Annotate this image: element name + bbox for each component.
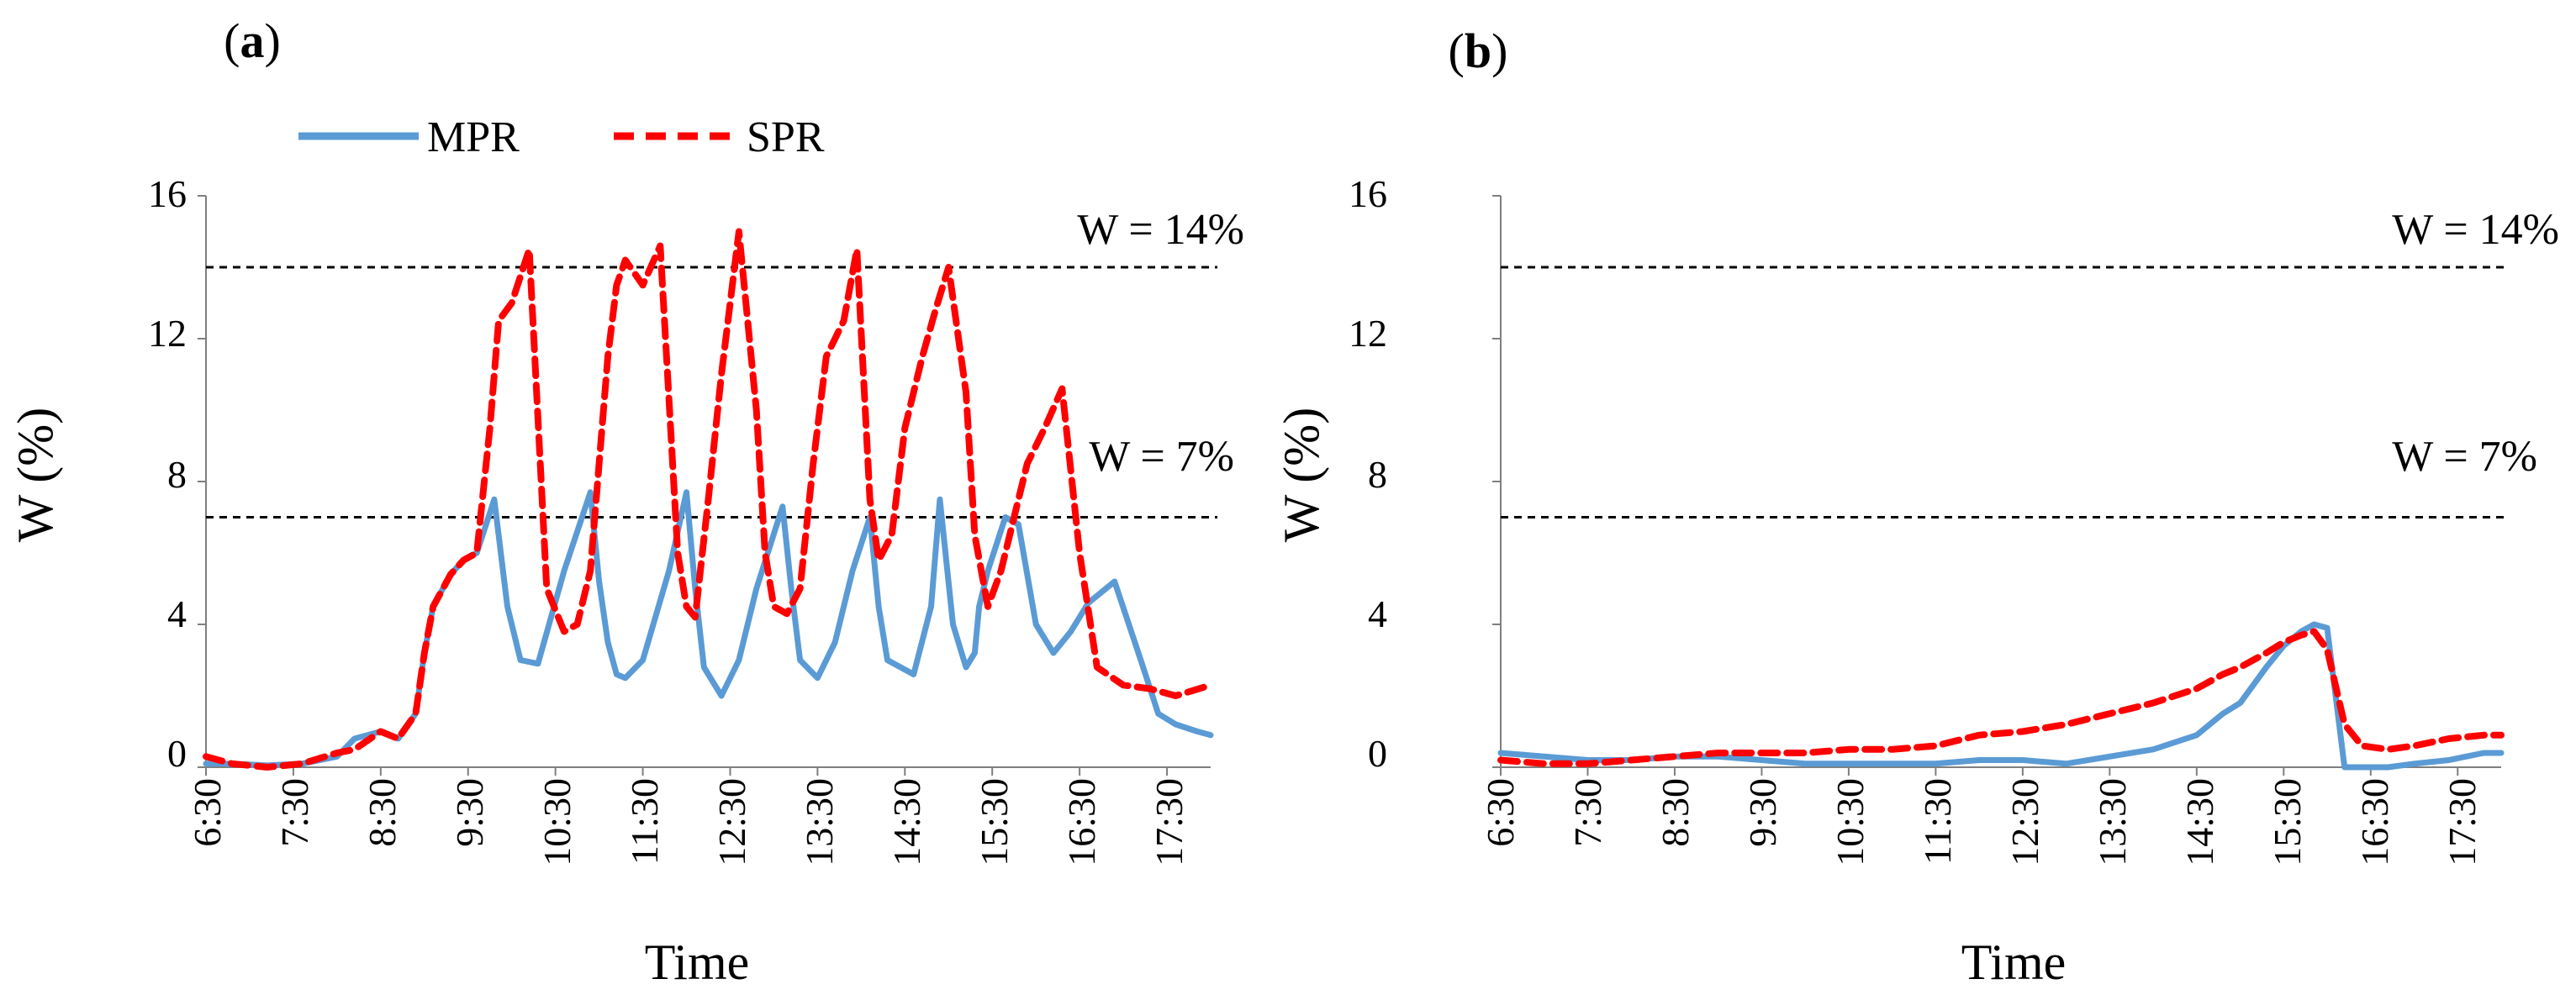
- panel-b-xtick-1530: 15:30: [2266, 778, 2309, 866]
- legend: MPR SPR: [298, 113, 825, 161]
- panel-a-ytick-8: 8: [167, 453, 187, 496]
- panel-a-xtick-1430: 14:30: [885, 778, 928, 866]
- panel-a-xtick-0930: 9:30: [448, 778, 491, 847]
- panel-a: 0 4 8 12 16 W (%) Time 6:30 7:30 8:30 9:…: [8, 172, 1244, 990]
- panel-b-series-spr-line: [1497, 628, 2505, 767]
- panel-a-xtick-0730: 7:30: [273, 778, 316, 847]
- panel-b-y-ticks: 0 4 8 12 16: [1349, 172, 1387, 775]
- panel-b-xtick-0730: 7:30: [1566, 778, 1609, 847]
- panel-b-xtick-1730: 17:30: [2441, 778, 2484, 866]
- panel-a-xtick-1730: 17:30: [1148, 778, 1190, 866]
- panel-a-xtick-1330: 13:30: [798, 778, 841, 866]
- panel-b-reference-labels: W = 14% W = 7%: [2392, 206, 2559, 481]
- panel-b-y-axis-title: W (%): [1274, 408, 1329, 543]
- panel-a-y-axis-title: W (%): [8, 408, 63, 543]
- panel-b-xtick-1030: 10:30: [1829, 778, 1871, 866]
- panel-a-xtick-1030: 10:30: [536, 778, 578, 866]
- panel-b-ytick-16: 16: [1349, 172, 1387, 215]
- panel-b-xtick-0930: 9:30: [1741, 778, 1784, 847]
- panel-a-reference-labels: W = 14% W = 7%: [1077, 206, 1244, 481]
- panel-b-xtick-0830: 8:30: [1654, 778, 1697, 847]
- panel-b-ref-label-14: W = 14%: [2392, 206, 2559, 254]
- panel-b-plot-area: [1492, 195, 2508, 776]
- panel-a-ytick-16: 16: [148, 172, 187, 215]
- legend-mpr-label: MPR: [427, 113, 520, 161]
- panel-a-plot-area: [198, 195, 1217, 776]
- panel-b-ytick-12: 12: [1349, 312, 1387, 355]
- panel-b-xtick-1630: 16:30: [2353, 778, 2396, 866]
- legend-spr-label: SPR: [747, 113, 825, 161]
- panel-b-ytick-0: 0: [1368, 732, 1387, 775]
- panel-a-ytick-4: 4: [167, 592, 187, 635]
- panel-a-xtick-1530: 15:30: [973, 778, 1016, 866]
- panel-b-series-mpr-line: [1497, 621, 2505, 771]
- panel-a-ytick-12: 12: [148, 312, 187, 355]
- panel-a-ref-label-7: W = 7%: [1089, 433, 1234, 481]
- panel-b-x-ticks: 6:30 7:30 8:30 9:30 10:30 11:30 12:30 13…: [1479, 778, 2484, 866]
- panel-a-xtick-0630: 6:30: [186, 778, 229, 847]
- panel-a-x-axis-title: Time: [645, 934, 750, 990]
- panel-a-xtick-1630: 16:30: [1060, 778, 1103, 866]
- panel-a-x-ticks: 6:30 7:30 8:30 9:30 10:30 11:30 12:30 13…: [186, 778, 1190, 866]
- panel-b-x-axis-title: Time: [1961, 934, 2067, 990]
- panel-b-label: (b): [1449, 24, 1508, 78]
- panel-a-xtick-1230: 12:30: [710, 778, 753, 866]
- panel-a-ytick-0: 0: [167, 732, 187, 775]
- panel-b-xtick-1330: 13:30: [2091, 778, 2134, 866]
- panel-b-xtick-1230: 12:30: [2003, 778, 2046, 866]
- panel-b-ref-label-7: W = 7%: [2392, 433, 2537, 481]
- panel-a-y-ticks: 0 4 8 12 16: [148, 172, 187, 775]
- panel-b-xtick-0630: 6:30: [1479, 778, 1522, 847]
- panel-a-ref-label-14: W = 14%: [1077, 206, 1244, 254]
- panel-a-xtick-0830: 8:30: [361, 778, 404, 847]
- panel-a-xtick-1130: 11:30: [623, 778, 666, 865]
- panel-a-label: (a): [224, 13, 281, 68]
- panel-b: 0 4 8 12 16 W (%) Time 6:30 7:30 8:30 9:…: [1274, 172, 2559, 990]
- panel-a-series-spr-line: [203, 228, 1214, 771]
- panel-b-xtick-1430: 14:30: [2178, 778, 2221, 866]
- panel-b-xtick-1130: 11:30: [1916, 778, 1959, 865]
- panel-b-ytick-8: 8: [1368, 453, 1387, 496]
- panel-b-ytick-4: 4: [1368, 592, 1387, 635]
